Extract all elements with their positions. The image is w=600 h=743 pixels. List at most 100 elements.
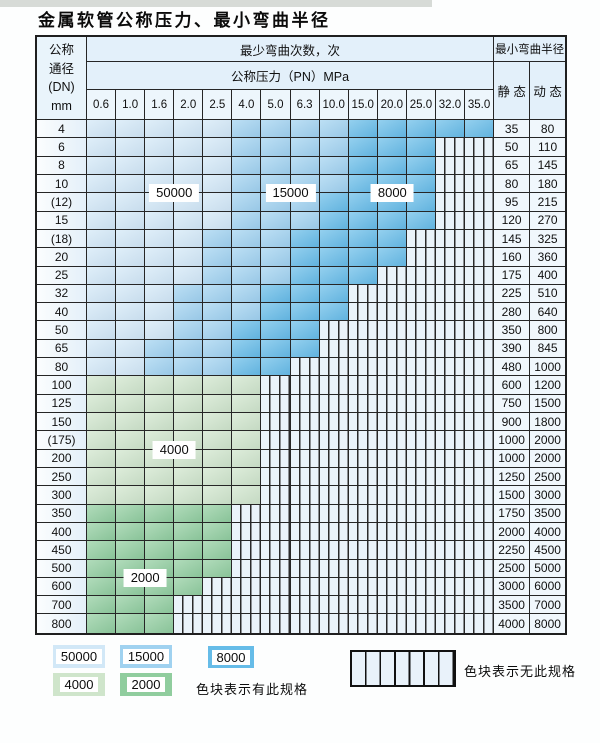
no-spec-cell <box>435 394 466 413</box>
no-spec-cell <box>377 394 407 413</box>
spec-cell-50000 <box>116 284 146 304</box>
zone-label-15000: 15000 <box>265 184 316 203</box>
static-radius-cell: 225 <box>494 284 531 304</box>
dn-cell: (12) <box>37 193 87 212</box>
spec-cell-4000 <box>203 431 233 450</box>
static-radius-cell: 80 <box>494 174 531 194</box>
spec-cell-50000 <box>174 266 204 285</box>
pressure-header-cell: 35.0 <box>465 90 495 120</box>
no-spec-cell <box>406 449 436 468</box>
spec-cell-4000 <box>203 486 233 505</box>
no-spec-cell <box>406 577 436 597</box>
dynamic-radius-cell: 215 <box>530 193 566 212</box>
pressure-header-cell: 2.5 <box>203 90 233 120</box>
spec-cell-50000 <box>87 266 117 285</box>
static-radius-cell: 900 <box>494 413 531 432</box>
no-spec-cell <box>377 413 407 432</box>
dynamic-radius-cell: 360 <box>530 248 566 267</box>
spec-cell-2000 <box>87 522 117 542</box>
spec-cell-8000 <box>319 266 349 285</box>
spec-cell-2000 <box>87 577 117 597</box>
spec-cell-15000 <box>203 358 233 377</box>
spec-cell-4000 <box>87 413 117 432</box>
no-spec-cell <box>348 284 378 304</box>
no-spec-cell <box>290 522 320 542</box>
no-spec-cell <box>435 486 466 505</box>
spec-cell-50000 <box>116 321 146 340</box>
min-bend-radius-header: 最小弯曲半径 <box>494 37 566 62</box>
spec-cell-4000 <box>174 394 204 413</box>
dynamic-radius-cell: 2000 <box>530 431 566 450</box>
spec-cell-50000 <box>145 120 175 139</box>
dynamic-radius-cell: 80 <box>530 120 566 139</box>
dynamic-radius-cell: 640 <box>530 303 566 322</box>
spec-cell-15000 <box>232 211 262 230</box>
no-spec-cell <box>435 211 466 230</box>
pressure-header-cell: 15.0 <box>348 90 378 120</box>
spec-cell-4000 <box>232 394 262 413</box>
dynamic-radius-cell: 4000 <box>530 522 566 542</box>
no-spec-cell <box>319 394 349 413</box>
zone-label-4000: 4000 <box>152 440 196 459</box>
spec-cell-4000 <box>232 486 262 505</box>
no-spec-cell <box>290 413 320 432</box>
spec-cell-15000 <box>232 174 262 194</box>
spec-cell-15000 <box>261 156 291 175</box>
no-spec-cell <box>319 559 349 578</box>
dn-cell: 350 <box>37 504 87 523</box>
no-spec-cell <box>319 614 349 633</box>
no-spec-cell <box>465 522 495 542</box>
no-spec-cell <box>261 504 291 523</box>
spec-cell-8000 <box>261 284 291 304</box>
no-spec-cell <box>348 358 378 377</box>
spec-cell-4000 <box>87 431 117 450</box>
no-spec-cell <box>406 248 436 267</box>
no-spec-cell <box>406 431 436 450</box>
spec-cell-2000 <box>145 596 175 615</box>
spec-cell-50000 <box>116 303 146 322</box>
dn-cell: 15 <box>37 211 87 230</box>
dn-header-line: mm <box>51 98 72 113</box>
no-spec-cell <box>465 577 495 597</box>
spec-cell-50000 <box>116 248 146 267</box>
no-spec-cell <box>465 174 495 194</box>
static-radius-cell: 2250 <box>494 541 531 560</box>
spec-cell-50000 <box>203 174 233 194</box>
no-spec-cell <box>290 577 320 597</box>
spec-cell-4000 <box>232 449 262 468</box>
zone-label-2000: 2000 <box>123 569 167 587</box>
dn-cell: 40 <box>37 303 87 322</box>
spec-cell-50000 <box>145 321 175 340</box>
page-title: 金属软管公称压力、最小弯曲半径 <box>38 11 331 31</box>
spec-cell-50000 <box>116 229 146 249</box>
spec-cell-4000 <box>232 431 262 450</box>
spec-cell-8000 <box>377 120 407 139</box>
no-spec-cell <box>435 138 466 157</box>
spec-cell-15000 <box>261 248 291 267</box>
spec-cell-4000 <box>116 449 146 468</box>
no-spec-cell <box>465 193 495 212</box>
no-spec-cell <box>377 596 407 615</box>
no-spec-cell <box>465 486 495 505</box>
spec-cell-50000 <box>87 193 117 212</box>
no-spec-cell <box>435 577 466 597</box>
no-spec-cell <box>406 504 436 523</box>
spec-cell-8000 <box>348 266 378 285</box>
no-spec-cell <box>348 486 378 505</box>
no-spec-cell <box>435 193 466 212</box>
no-spec-cell <box>261 486 291 505</box>
no-spec-cell <box>465 541 495 560</box>
no-spec-cell <box>348 614 378 633</box>
no-spec-cell <box>203 614 233 633</box>
spec-cell-15000 <box>203 229 233 249</box>
spec-cell-8000 <box>290 284 320 304</box>
dynamic-radius-cell: 400 <box>530 266 566 285</box>
static-radius-cell: 2500 <box>494 559 531 578</box>
no-spec-cell <box>377 504 407 523</box>
pressure-header-cell: 1.6 <box>145 90 175 120</box>
no-spec-cell <box>406 376 436 395</box>
dn-header-line: 公称 <box>48 43 74 57</box>
spec-cell-50000 <box>145 211 175 230</box>
spec-cell-15000 <box>232 229 262 249</box>
spec-cell-4000 <box>203 394 233 413</box>
